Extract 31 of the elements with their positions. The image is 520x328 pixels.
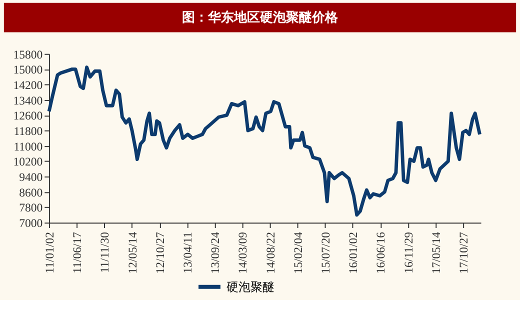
chart-title: 图：华东地区硬泡聚醚价格 xyxy=(182,9,339,26)
y-tick-label: 15000 xyxy=(13,64,43,77)
x-tick-label: 12/05/14 xyxy=(126,232,140,274)
x-tick-label: 15/02/04 xyxy=(292,232,305,274)
y-tick-label: 7800 xyxy=(19,202,43,215)
y-tick-label: 14200 xyxy=(13,78,43,92)
x-tick-label: 16/06/16 xyxy=(374,232,388,274)
y-tick-label: 12600 xyxy=(13,110,43,123)
y-tick-label: 9400 xyxy=(19,170,43,184)
x-tick-label: 14/08/22 xyxy=(264,232,278,274)
x-tick-label: 12/10/27 xyxy=(154,232,167,274)
x-tick-label: 14/03/09 xyxy=(236,232,250,274)
y-tick-label: 11000 xyxy=(14,140,43,154)
y-tick-label: 13400 xyxy=(13,94,43,108)
y-tick-label: 8600 xyxy=(19,186,43,200)
y-tick-label: 7000 xyxy=(19,217,43,230)
x-tick-label: 13/09/24 xyxy=(209,232,222,274)
x-tick-label: 16/01/02 xyxy=(347,232,360,274)
x-tick-label: 11/06/17 xyxy=(71,232,84,274)
y-tick-label: 10200 xyxy=(13,156,43,169)
x-tick-label: 11/11/30 xyxy=(98,232,112,273)
x-tick-label: 17/05/14 xyxy=(430,232,443,274)
x-tick-label: 16/11/29 xyxy=(402,232,416,274)
line-series xyxy=(47,66,482,217)
x-tick-label: 15/07/20 xyxy=(320,232,333,274)
legend-label: 硬泡聚醚 xyxy=(226,280,275,294)
x-tick-label: 17/10/27 xyxy=(458,232,471,274)
x-tick-label: 13/04/11 xyxy=(181,232,194,274)
x-tick-label: 11/01/02 xyxy=(43,232,56,274)
y-tick-label: 11800 xyxy=(14,124,43,138)
y-tick-label: 15800 xyxy=(13,48,43,62)
